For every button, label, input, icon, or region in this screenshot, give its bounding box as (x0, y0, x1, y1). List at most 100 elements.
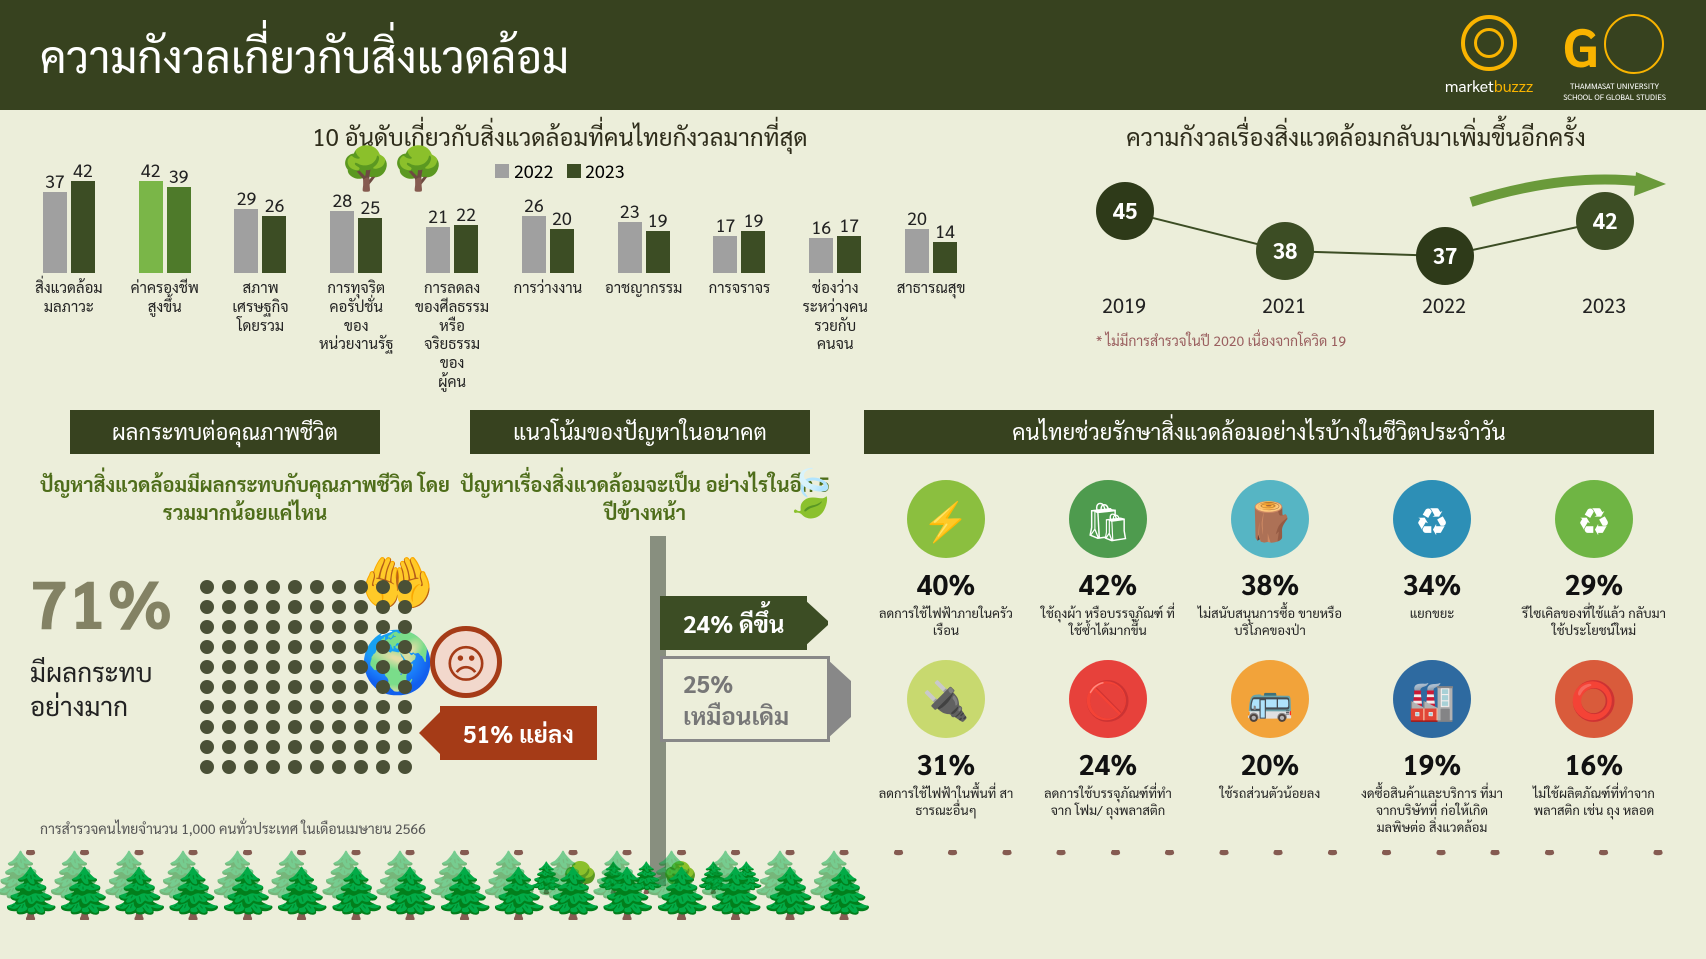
bar: 26 (522, 216, 546, 273)
bar: 28 (330, 211, 354, 273)
dot (244, 680, 258, 694)
dot (222, 760, 236, 774)
action-icon: 🔌 (907, 660, 985, 738)
dot (332, 760, 346, 774)
bar-group: 2825การทุจริตคอรัปชั่นของหน่วยงานรัฐ (317, 163, 395, 392)
action-item: ♻34%แยกขยะ (1356, 480, 1508, 640)
dot (376, 700, 390, 714)
dot (266, 740, 280, 754)
dot (200, 660, 214, 674)
bar: 22 (454, 225, 478, 273)
dot (288, 680, 302, 694)
bar-value: 29 (237, 187, 257, 210)
dot (332, 580, 346, 594)
dot (398, 700, 412, 714)
trend-year: 2022 (1422, 292, 1466, 318)
tree-icon: 🌳🌳 (340, 138, 445, 194)
bar-group: 4239ค่าครองชีพสูงขึ้น (126, 163, 204, 392)
dot (398, 760, 412, 774)
dot (244, 700, 258, 714)
trend-point: 37 (1416, 227, 1474, 285)
dot (266, 580, 280, 594)
bar-value: 22 (456, 203, 476, 226)
dot (398, 580, 412, 594)
bar: 20 (905, 229, 929, 273)
logos: marketbuzzz G THAMMASAT UNIVERSITY SCHOO… (1445, 9, 1666, 102)
dot (244, 640, 258, 654)
dot (332, 740, 346, 754)
bar-value: 20 (552, 207, 572, 230)
trend-year: 2019 (1102, 292, 1146, 318)
dot (376, 640, 390, 654)
bar-value: 16 (811, 216, 831, 239)
action-label: ไม่สนับสนุนการซื้อ ขายหรือบริโภคของป่า (1194, 606, 1346, 640)
dot (288, 660, 302, 674)
dot (332, 700, 346, 714)
bar: 42 (71, 181, 95, 273)
bar-group: 2926สภาพเศรษฐกิจโดยรวม (222, 163, 300, 392)
dot (310, 640, 324, 654)
dot (222, 700, 236, 714)
action-pct: 34% (1356, 566, 1508, 602)
dot (266, 660, 280, 674)
bar: 17 (713, 236, 737, 273)
dot (398, 620, 412, 634)
dot (200, 720, 214, 734)
dot (398, 600, 412, 614)
action-label: ลดการใช้บรรจุภัณฑ์ที่ทำจาก โฟม/ ถุงพลาสต… (1032, 786, 1184, 820)
dot (222, 620, 236, 634)
action-label: ลดการใช้ไฟฟ้าในพื้นที่ สาธารณะอื่นๆ (870, 786, 1022, 820)
dot (376, 760, 390, 774)
dot (266, 680, 280, 694)
dot (244, 580, 258, 594)
dot (376, 680, 390, 694)
bar-label: การว่างงาน (514, 279, 583, 298)
dot (376, 720, 390, 734)
dot (354, 700, 368, 714)
dot (244, 760, 258, 774)
action-icon: ♻ (1393, 480, 1471, 558)
action-item: ⚡40%ลดการใช้ไฟฟ้าภายในครัวเรือน (870, 480, 1022, 640)
action-item: 🔌31%ลดการใช้ไฟฟ้าในพื้นที่ สาธารณะอื่นๆ (870, 660, 1022, 837)
bar: 37 (43, 192, 67, 273)
dot (200, 680, 214, 694)
footer-trees: 🌲🌲🌲🌲🌲🌲🌲🌲🌲🌲🌲🌲🌲🌲🌲🌲🌲🌲🌲🌲🌲🌲🌲🌲🌲🌲🌲🌲🌲🌲🌲🌲🌲🌲🌲🌲🌲🌲🌲🌲… (0, 850, 1706, 920)
action-item: 🚫24%ลดการใช้บรรจุภัณฑ์ที่ทำจาก โฟม/ ถุงพ… (1032, 660, 1184, 837)
action-item: ⭕16%ไม่ใช้ผลิตภัณฑ์ที่ทำจาก พลาสติก เช่น… (1518, 660, 1670, 837)
qol-sub: ปัญหาสิ่งแวดล้อมมีผลกระทบกับคุณภาพชีวิต … (30, 470, 460, 526)
dot (288, 700, 302, 714)
dot (354, 680, 368, 694)
sign-worse: 51% แย่ลง (440, 706, 597, 760)
dot (310, 580, 324, 594)
dot (398, 660, 412, 674)
dot (398, 680, 412, 694)
action-item: ♻29%รีไซเคิลของที่ใช้แล้ว กลับมาใช้ประโย… (1518, 480, 1670, 640)
dot (398, 740, 412, 754)
future-panel: ปัญหาเรื่องสิ่งแวดล้อมจะเป็น อย่างไรในอี… (460, 470, 830, 886)
dot (222, 580, 236, 594)
dot (288, 620, 302, 634)
bar: 19 (741, 231, 765, 273)
action-pct: 19% (1356, 746, 1508, 782)
ranking-title: 10 อันดับเกี่ยวกับสิ่งแวดล้อมที่คนไทยกัง… (150, 120, 970, 152)
dot (266, 720, 280, 734)
bar-value: 14 (935, 220, 955, 243)
tab-qol: ผลกระทบต่อคุณภาพชีวิต (70, 410, 380, 454)
bar-value: 17 (839, 214, 859, 237)
dot (310, 720, 324, 734)
dot (288, 720, 302, 734)
action-pct: 38% (1194, 566, 1346, 602)
dot (266, 700, 280, 714)
bar-label: การลดลงของศีลธรรมหรือจริยธรรมของผู้คน (413, 279, 491, 392)
action-label: รีไซเคิลของที่ใช้แล้ว กลับมาใช้ประโยชน์ใ… (1518, 606, 1670, 640)
bar-value: 28 (332, 189, 352, 212)
dot (354, 740, 368, 754)
action-icon: 🚌 (1231, 660, 1309, 738)
dot (200, 700, 214, 714)
bar: 19 (646, 231, 670, 273)
bar-value: 42 (73, 159, 93, 182)
dot (332, 620, 346, 634)
dot (288, 600, 302, 614)
dot (244, 620, 258, 634)
dot (332, 680, 346, 694)
